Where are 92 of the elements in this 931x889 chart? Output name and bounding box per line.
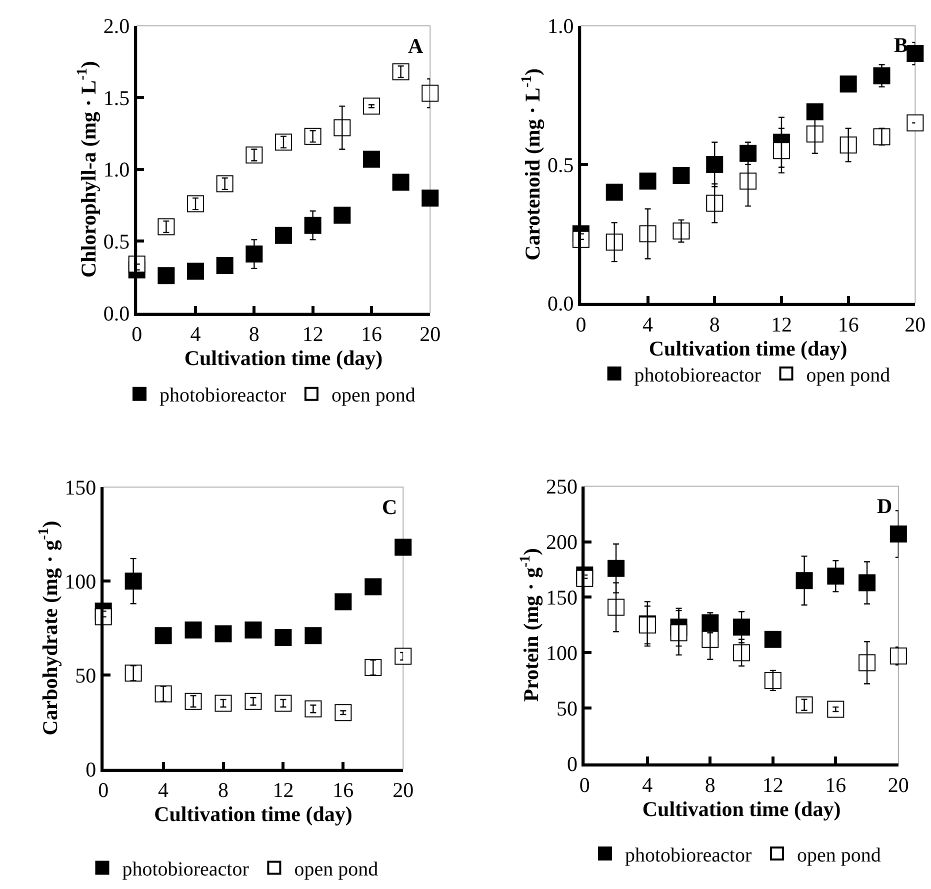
x-tick-label: 16	[360, 322, 382, 346]
y-tick-label: 200	[546, 530, 578, 554]
x-tick-label: 8	[248, 322, 260, 346]
point	[827, 568, 844, 585]
x-axis-title: Cultivation time (day)	[154, 802, 352, 826]
point	[362, 150, 380, 168]
y-tick-label: 0	[86, 757, 96, 782]
point	[764, 630, 782, 648]
point	[672, 167, 690, 184]
x-tick-label: 12	[770, 312, 792, 336]
y-tick-label: 150	[64, 476, 96, 500]
point	[246, 246, 263, 263]
x-tick-label: 20	[420, 322, 441, 346]
legend-label: photobioreactor	[634, 364, 762, 386]
y-tick-label: 50	[75, 663, 96, 688]
point	[304, 216, 322, 234]
legend-label: open pond	[294, 858, 378, 881]
point	[392, 174, 410, 191]
point	[154, 627, 172, 644]
x-tick-label: 16	[838, 312, 859, 336]
x-tick-label: 16	[825, 772, 846, 797]
annotation: A	[408, 34, 424, 58]
point	[334, 593, 352, 610]
point	[184, 621, 202, 638]
point	[334, 206, 351, 224]
legend-label: open pond	[796, 844, 881, 866]
point	[670, 624, 688, 642]
x-axis-title: Cultivation time (day)	[184, 346, 383, 370]
x-tick-label: 20	[392, 778, 414, 802]
point	[422, 190, 439, 207]
legend-label: photobioreactor	[122, 858, 250, 881]
point	[906, 45, 924, 62]
point	[274, 628, 292, 646]
point	[890, 525, 907, 542]
x-tick-label: 20	[888, 772, 909, 797]
y-tick-label: 0	[566, 752, 578, 776]
annotation: B	[894, 33, 908, 57]
legend-label: photobioreactor	[624, 844, 752, 866]
x-axis-title: Cultivation time (day)	[642, 796, 841, 821]
point	[740, 144, 757, 162]
x-tick-label: 8	[709, 312, 720, 336]
x-tick-label: 4	[190, 322, 202, 346]
point	[187, 262, 204, 280]
x-tick-label: 12	[272, 778, 294, 802]
point	[608, 560, 625, 577]
y-tick-label: 0.0	[103, 301, 130, 326]
legend-label: open pond	[331, 384, 416, 407]
point	[244, 621, 262, 638]
point	[858, 574, 876, 592]
point	[304, 627, 322, 644]
point	[706, 156, 724, 173]
point	[733, 618, 750, 636]
point	[158, 267, 175, 284]
x-tick-label: 4	[158, 778, 170, 802]
annotation: D	[877, 494, 892, 518]
y-tick-label: 150	[546, 586, 578, 610]
point	[274, 226, 292, 244]
legend-label: photobioreactor	[159, 384, 286, 407]
y-tick-label: 1.0	[103, 158, 130, 182]
y-tick-label: 50	[556, 696, 578, 721]
x-tick-label: 8	[704, 772, 716, 797]
point	[394, 538, 412, 556]
x-tick-label: 12	[762, 772, 784, 797]
legend-label: open pond	[806, 364, 890, 386]
point	[214, 625, 232, 642]
point	[796, 572, 813, 590]
x-tick-label: 20	[904, 312, 926, 336]
y-tick-label: 250	[546, 474, 578, 499]
point	[364, 578, 382, 596]
point	[772, 142, 790, 160]
y-tick-label: 1.0	[547, 14, 574, 38]
annotation: C	[382, 495, 398, 519]
y-tick-label: 0.0	[547, 292, 574, 316]
x-axis-title: Cultivation time (day)	[648, 336, 848, 360]
point	[639, 172, 656, 190]
x-tick-label: 12	[302, 322, 324, 346]
point	[806, 103, 824, 120]
point	[216, 257, 234, 274]
y-tick-label: 0.5	[547, 152, 574, 177]
x-tick-label: 8	[218, 778, 228, 802]
y-tick-label: 0.5	[103, 229, 130, 254]
point	[606, 184, 623, 201]
point	[840, 76, 857, 93]
point	[873, 67, 890, 84]
x-tick-label: 16	[332, 778, 354, 802]
x-tick-label: 4	[642, 312, 654, 336]
y-tick-label: 100	[546, 641, 578, 666]
y-tick-label: 2.0	[103, 14, 130, 38]
point	[124, 572, 142, 590]
y-tick-label: 100	[64, 569, 96, 594]
x-tick-label: 4	[642, 772, 654, 797]
y-tick-label: 1.5	[103, 86, 130, 110]
